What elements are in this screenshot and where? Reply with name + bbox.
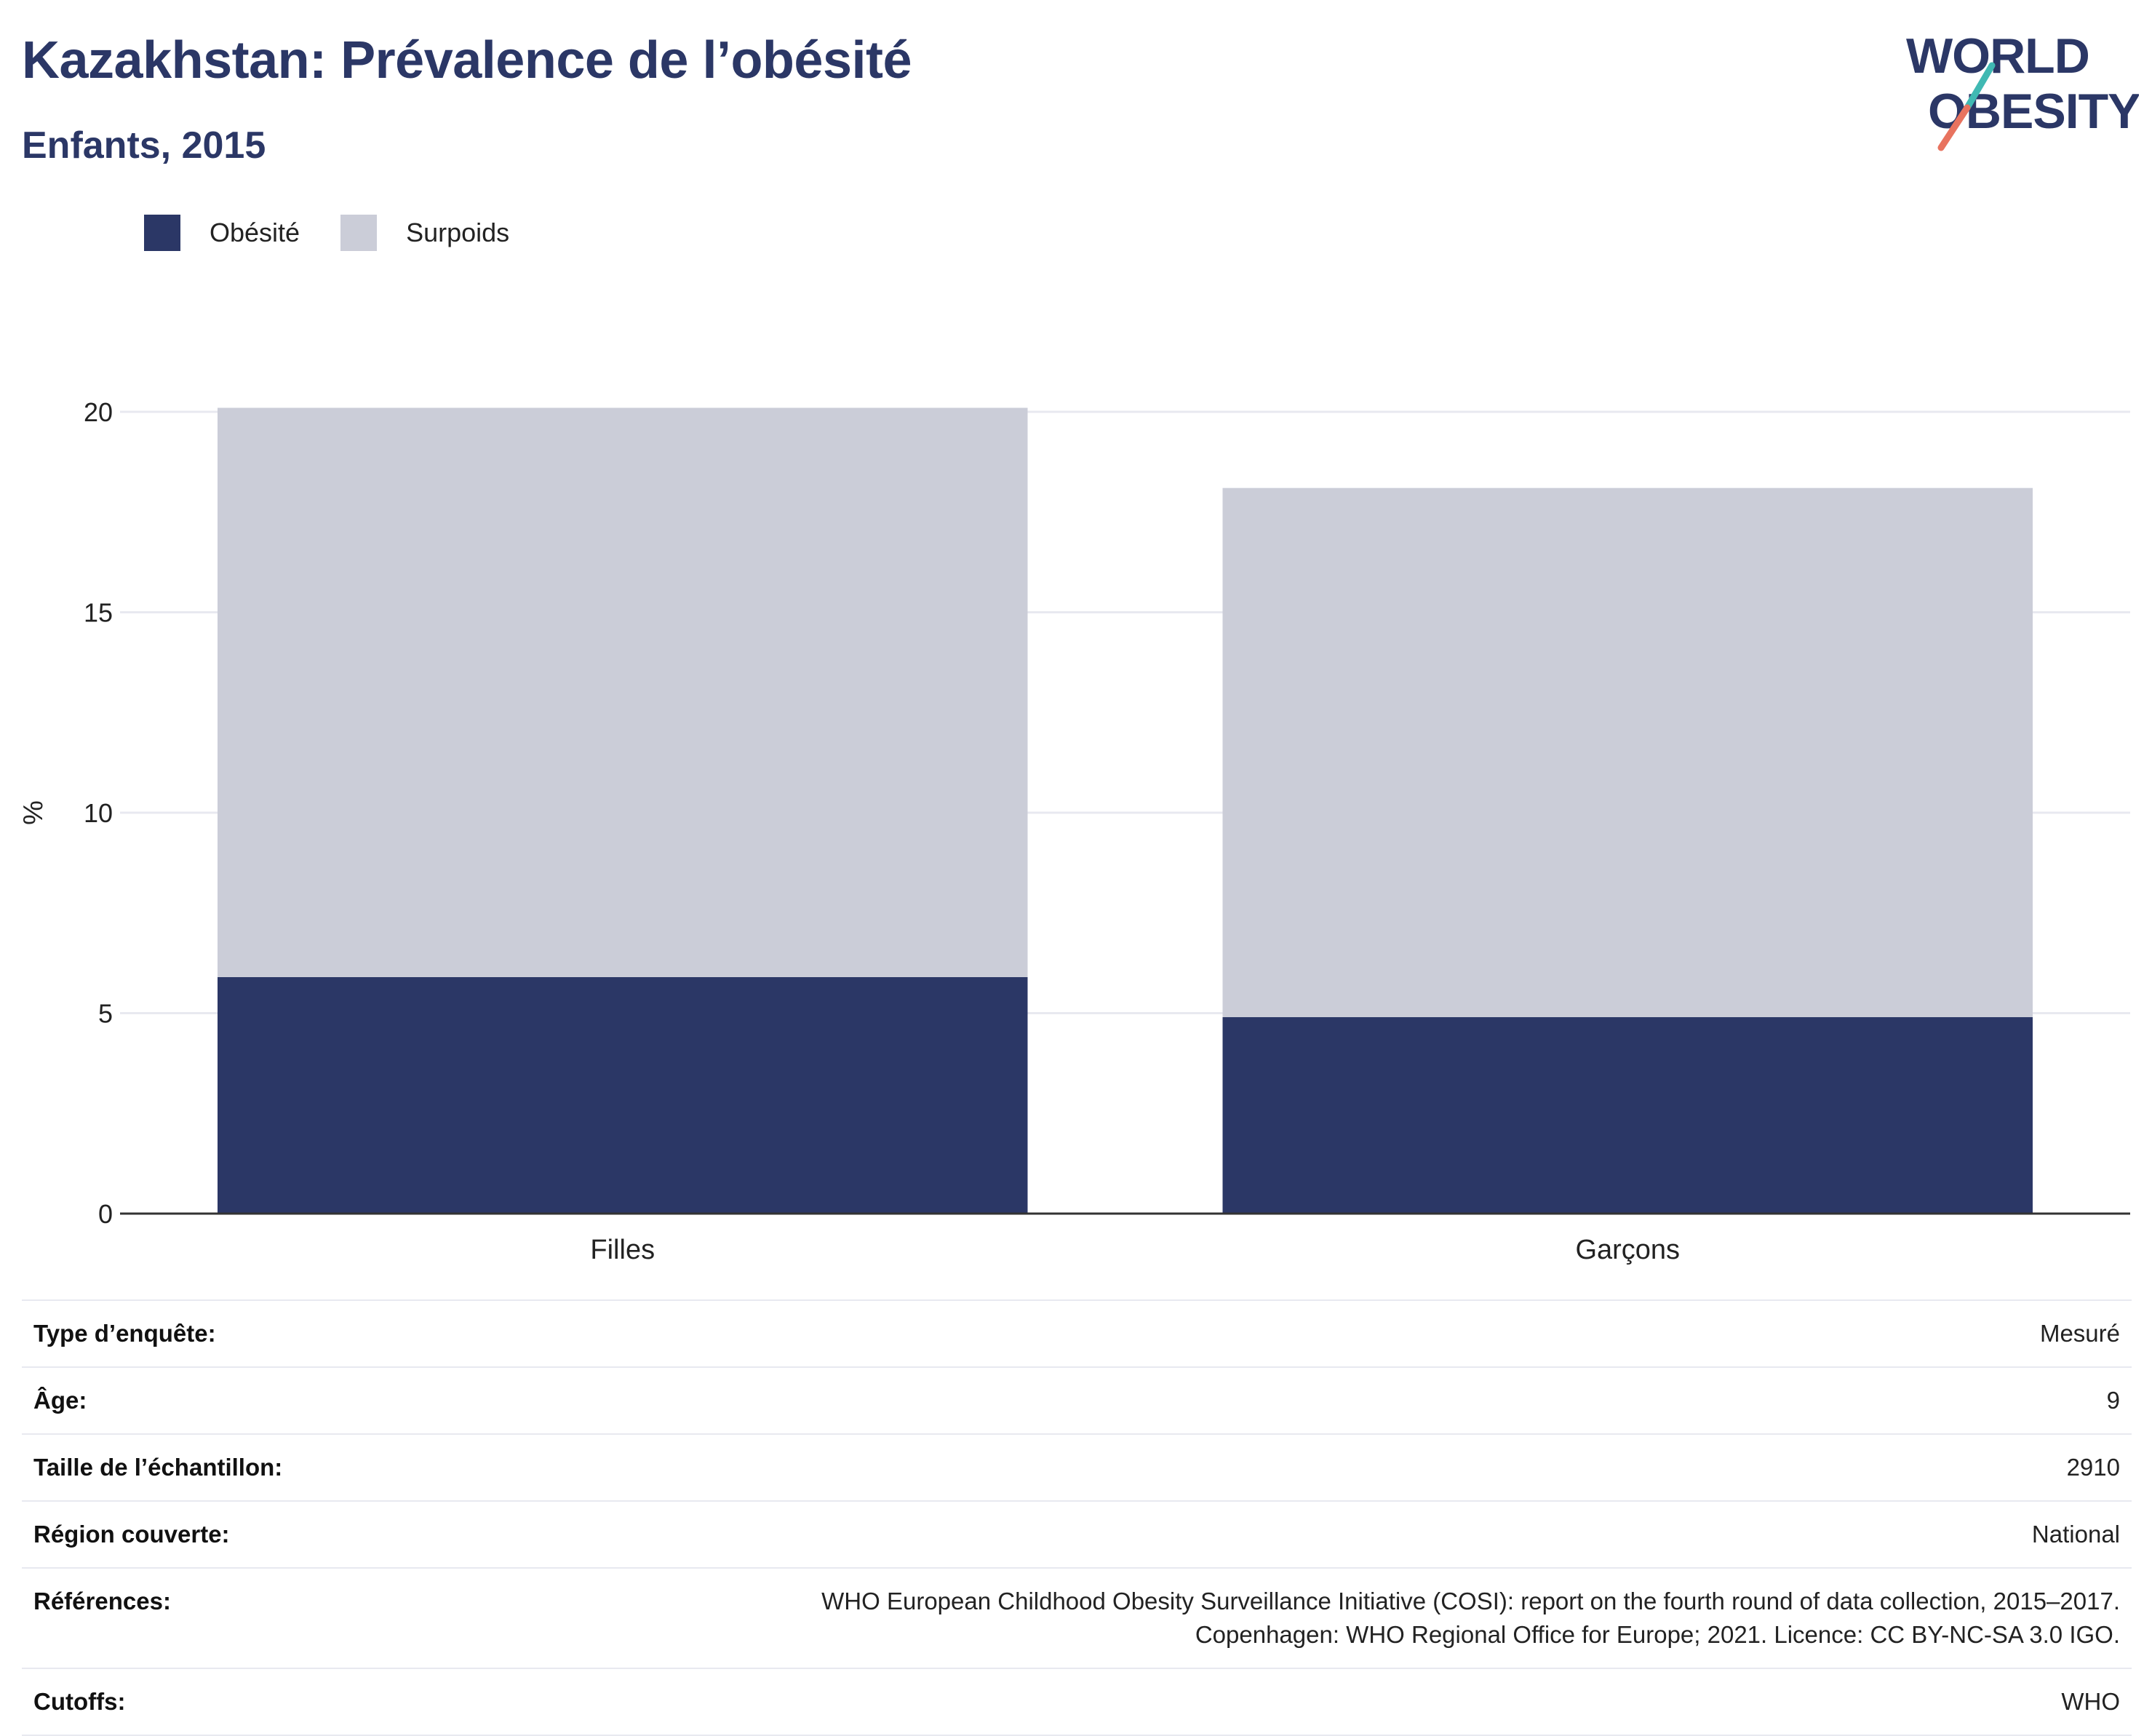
legend-item-overweight[interactable]: Surpoids <box>340 215 509 251</box>
logo-slash-teal <box>1964 62 1996 111</box>
bar-overweight-0[interactable] <box>218 407 1028 977</box>
survey-type-label: Type d’enquête: <box>33 1320 216 1347</box>
world-obesity-logo: WORLD OBESITY <box>1906 28 2139 151</box>
sample-size-value: 2910 <box>2066 1454 2120 1481</box>
table-row: Taille de l’échantillon: 2910 <box>22 1434 2132 1501</box>
y-tick-label: 5 <box>98 999 113 1029</box>
legend-swatch-obesity <box>144 215 180 251</box>
axis-layer: 0 5 10 15 20 Filles Garçons <box>84 397 2130 1265</box>
region-label: Région couverte: <box>33 1521 230 1548</box>
bar-chart: 0 5 10 15 20 Filles Garçons % <box>18 397 2130 1265</box>
logo-slash-coral <box>1937 104 1971 151</box>
survey-type-value: Mesuré <box>2039 1320 2120 1347</box>
y-tick-label: 20 <box>84 397 113 427</box>
x-tick-label: Filles <box>590 1235 655 1265</box>
x-tick-label: Garçons <box>1575 1235 1680 1265</box>
table-row: Cutoffs: WHO <box>22 1668 2132 1735</box>
chart-legend: Obésité Surpoids <box>144 215 550 251</box>
table-row: Type d’enquête: Mesuré <box>22 1300 2132 1367</box>
references-value: WHO European Childhood Obesity Surveilla… <box>821 1588 2120 1648</box>
cutoffs-label: Cutoffs: <box>33 1688 126 1715</box>
bar-obesity-1[interactable] <box>1222 1017 2033 1214</box>
table-row: Âge: 9 <box>22 1367 2132 1434</box>
age-label: Âge: <box>33 1387 87 1414</box>
chart-title: Kazakhstan: Prévalence de l’obésité <box>22 31 912 89</box>
legend-label-overweight: Surpoids <box>406 218 510 247</box>
bar-overweight-1[interactable] <box>1222 487 2033 1018</box>
legend-swatch-overweight <box>340 215 378 251</box>
y-axis-label: % <box>18 800 49 825</box>
table-row: Références: WHO European Childhood Obesi… <box>22 1568 2132 1668</box>
bar-obesity-0[interactable] <box>218 976 1028 1214</box>
legend-item-obesity[interactable]: Obésité <box>144 215 300 251</box>
survey-info-table: Type d’enquête: Mesuré Âge: 9 Taille de … <box>22 1299 2132 1736</box>
chart-subtitle: Enfants, 2015 <box>22 124 266 167</box>
bar-layer <box>218 407 2033 1214</box>
table-row: Région couverte: National <box>22 1501 2132 1568</box>
y-tick-label: 0 <box>98 1199 113 1229</box>
cutoffs-value: WHO <box>2061 1688 2120 1715</box>
y-tick-label: 10 <box>84 798 113 828</box>
logo-line2: OBESITY <box>1928 84 2139 139</box>
references-label: Références: <box>33 1588 171 1614</box>
sample-size-label: Taille de l’échantillon: <box>33 1454 283 1481</box>
legend-label-obesity: Obésité <box>210 218 300 247</box>
y-tick-label: 15 <box>84 598 113 628</box>
age-value: 9 <box>2106 1387 2120 1414</box>
logo-line1: WORLD <box>1906 28 2089 84</box>
region-value: National <box>2031 1521 2120 1548</box>
